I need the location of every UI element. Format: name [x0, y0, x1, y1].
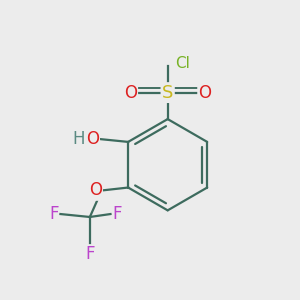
Text: Cl: Cl [175, 56, 190, 70]
Text: O: O [199, 84, 212, 102]
Text: F: F [112, 205, 122, 223]
Text: O: O [88, 182, 102, 200]
Text: O: O [124, 84, 137, 102]
Text: F: F [85, 245, 94, 263]
Text: S: S [162, 84, 173, 102]
Text: F: F [50, 205, 59, 223]
Text: O: O [86, 130, 99, 148]
Text: H: H [73, 130, 85, 148]
